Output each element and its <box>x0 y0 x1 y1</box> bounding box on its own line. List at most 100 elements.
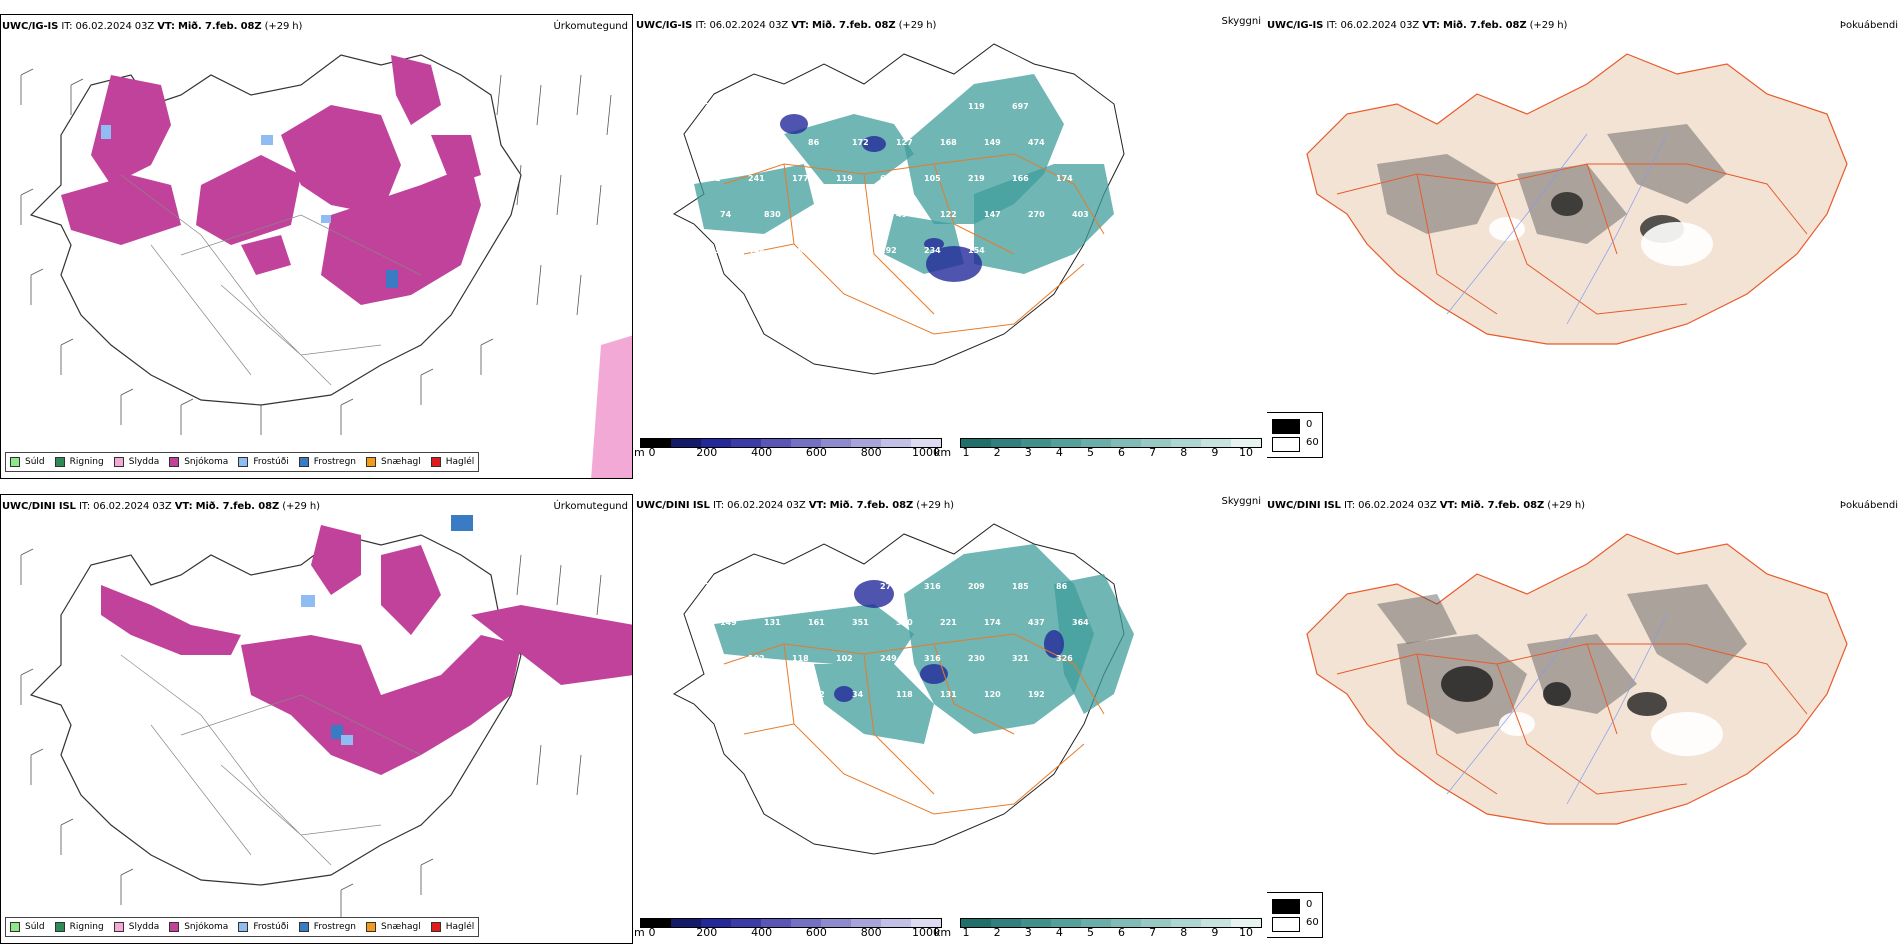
colorbar-swatch <box>911 919 941 927</box>
legend-label: Frostúði <box>253 457 289 467</box>
ceiling-label: 301 <box>792 102 809 111</box>
legend-swatch <box>54 457 65 467</box>
ceiling-label: 332 <box>704 174 721 183</box>
colorbar-swatch <box>1021 439 1051 447</box>
ceiling-label: 166 <box>1012 174 1029 183</box>
ceiling-label: 119 <box>968 102 985 111</box>
legend-item: Rigning <box>54 457 104 467</box>
ceiling-label: 300 <box>704 102 721 111</box>
row1-cloud-header: UWC/IG-IS IT: 06.02.2024 03Z VT: Mið. 7.… <box>636 20 937 31</box>
legend-label: Slydda <box>128 922 160 932</box>
legend-swatch <box>113 922 124 932</box>
ceiling-label: 125 <box>924 102 941 111</box>
legend-label: Rigning <box>69 922 104 932</box>
ceiling-label: 69 <box>704 654 716 663</box>
glaciers <box>1499 712 1723 756</box>
legend-item: Rigning <box>54 922 104 932</box>
ceiling-label: 316 <box>924 582 941 591</box>
colorbar-tick: 0 <box>648 446 656 459</box>
colorbar-tick: 6 <box>1118 926 1126 939</box>
colorbar-swatch <box>761 439 791 447</box>
fog-title: Þokuábendi <box>1839 20 1898 31</box>
ceiling-label: 185 <box>1012 582 1029 591</box>
legend-label: Snjókoma <box>184 457 229 467</box>
colorbar-tick: 1000 <box>912 446 940 459</box>
wind-barbs <box>20 548 602 920</box>
colorbar-swatch <box>701 439 731 447</box>
ceiling-label: 221 <box>940 618 957 627</box>
ceiling-label: 86 <box>808 138 820 147</box>
ceiling-label: 400 <box>764 138 781 147</box>
fog-map-row2 <box>1306 533 1848 825</box>
legend-swatch <box>10 922 20 932</box>
cloud-title: Skyggni <box>1221 16 1261 27</box>
ptype-map-row2 <box>20 515 632 920</box>
legend-item: Haglél <box>430 922 475 932</box>
ceiling-label: 74 <box>720 210 732 219</box>
colorbar-swatch <box>1051 439 1081 447</box>
colorbar-tick: 2 <box>993 926 1001 939</box>
legend-item: Frostregn <box>298 922 356 932</box>
legend-label: Haglél <box>445 922 475 932</box>
legend-item: Snjókoma <box>169 922 228 932</box>
legend-label: Rigning <box>69 457 104 467</box>
colorbar-tick: 7 <box>1149 926 1157 939</box>
colorbar-swatch <box>1171 439 1201 447</box>
ceiling-labels: 300 401 301 289 229 125 119 697 512 249 400 86 172 12… <box>704 102 1089 255</box>
height-colorbar <box>640 438 942 448</box>
ceiling-label: 102 <box>748 654 765 663</box>
legend-label: Frostregn <box>313 457 357 467</box>
colorbar-tick: 800 <box>860 446 882 459</box>
ceiling-label: 219 <box>968 174 985 183</box>
colorbar-swatch <box>821 919 851 927</box>
legend-item: Súld <box>10 922 45 932</box>
colorbar-tick: 1 <box>962 446 970 459</box>
colorbar-swatch <box>671 919 701 927</box>
fog-title: Þokuábendi <box>1839 500 1898 511</box>
cloud-dark-cores <box>780 114 982 282</box>
ceiling-label: 119 <box>836 174 853 183</box>
colorbar-tick: 800 <box>860 926 882 939</box>
colorbar-swatch <box>881 439 911 447</box>
ceiling-label: 316 <box>924 654 941 663</box>
legend-swatch <box>298 922 309 932</box>
legend-label: Snæhagl <box>381 457 421 467</box>
ceiling-label: 147 <box>984 210 1001 219</box>
ceiling-label: 34 <box>852 690 864 699</box>
ceiling-label: 670 <box>880 174 897 183</box>
legend-swatch <box>366 922 377 932</box>
ceiling-label: 229 <box>836 246 853 255</box>
ceiling-label: 326 <box>1056 654 1073 663</box>
fog-map-row1 <box>1306 53 1848 345</box>
ceiling-label: 154 <box>968 246 985 255</box>
legend-item: Súld <box>10 457 45 467</box>
colorbar-swatch <box>641 919 671 927</box>
legend-label: Haglél <box>445 457 475 467</box>
freezing-drizzle-areas <box>301 595 353 745</box>
colorbar-tick: 9 <box>1211 926 1219 939</box>
cloud-map-row2: 289 508 746 334 276 316 209 185 86 149 131 161 351 36… <box>673 523 1134 855</box>
colorbar-tick: 4 <box>1055 926 1063 939</box>
colorbar-tick: 400 <box>751 446 773 459</box>
legend-label: Snæhagl <box>381 922 421 932</box>
ceiling-label: 152 <box>808 690 825 699</box>
roads <box>1336 643 1808 795</box>
ceiling-label: 289 <box>836 102 853 111</box>
colorbar-swatch <box>991 439 1021 447</box>
legend-label: Súld <box>25 457 45 467</box>
ceiling-label: 127 <box>896 138 913 147</box>
snow-areas <box>101 525 632 775</box>
ceiling-label: 474 <box>1028 138 1045 147</box>
ptype-panel-row1: UWC/IG-IS IT: 06.02.2024 03Z VT: Mið. 7.… <box>0 14 633 479</box>
ceiling-label: 102 <box>836 654 853 663</box>
legend-swatch <box>430 922 441 932</box>
ceiling-label: 185 <box>704 246 721 255</box>
colorbar-swatch <box>731 439 761 447</box>
freezing-rain-areas <box>331 515 473 739</box>
cloud-areas <box>714 544 1134 744</box>
ceiling-label: 149 <box>984 138 1001 147</box>
fog-key: 0 60 <box>1267 892 1323 938</box>
legend-label: Slydda <box>128 457 160 467</box>
snow-areas <box>61 55 481 305</box>
ceiling-label: 401 <box>748 102 765 111</box>
